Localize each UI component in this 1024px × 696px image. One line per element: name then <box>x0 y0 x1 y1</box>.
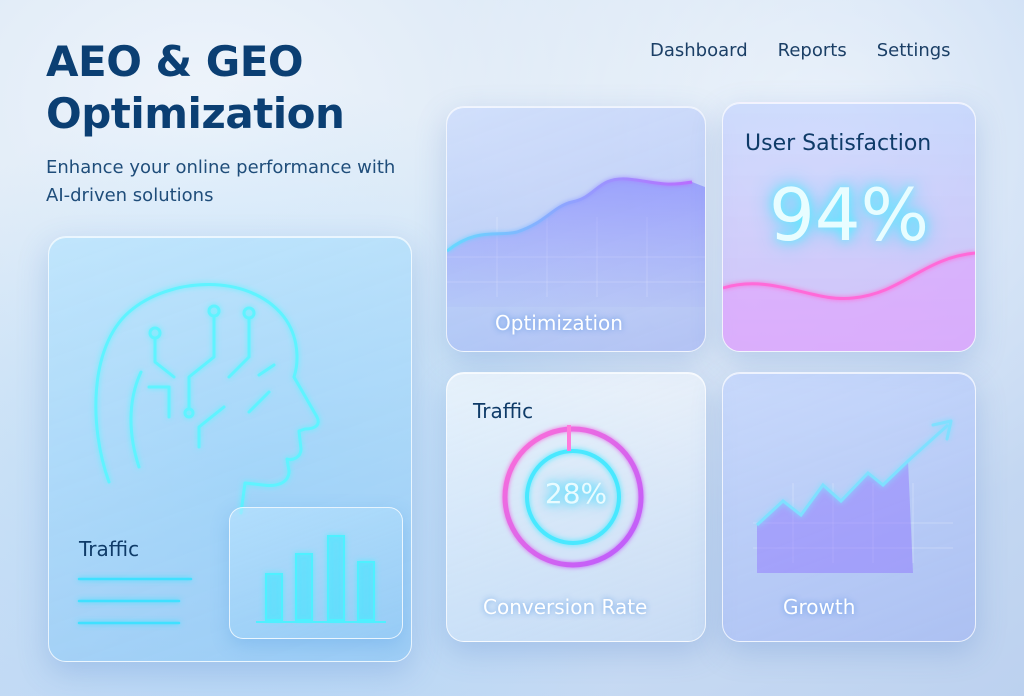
traffic-label: Traffic <box>79 537 140 561</box>
top-nav: Dashboard Reports Settings <box>650 40 951 61</box>
nav-reports[interactable]: Reports <box>777 40 847 61</box>
page-subtitle: Enhance your online performance with AI-… <box>46 157 396 206</box>
nav-dashboard[interactable]: Dashboard <box>650 40 748 61</box>
optimization-label: Optimization <box>495 311 623 335</box>
trend-up-arrow-icon <box>931 419 953 441</box>
conversion-traffic-label: Traffic <box>473 399 534 423</box>
satisfaction-wave-icon <box>723 251 975 351</box>
mini-bar-chart-card <box>229 507 403 639</box>
donut-inner-ring <box>525 449 621 545</box>
user-satisfaction-label: User Satisfaction <box>745 131 932 156</box>
ai-traffic-card[interactable]: Traffic <box>48 236 412 662</box>
ai-head-icon <box>77 283 320 625</box>
user-satisfaction-value: 94% <box>768 173 930 257</box>
donut-ring <box>502 426 644 568</box>
user-satisfaction-card[interactable]: User Satisfaction 94% <box>722 102 976 352</box>
conversion-rate-value: 28% <box>544 477 608 510</box>
optimization-line-chart-icon <box>447 177 705 307</box>
conversion-rate-card[interactable]: Traffic 28% Conversion Rate <box>446 372 706 642</box>
nav-settings[interactable]: Settings <box>876 40 951 61</box>
donut-chart <box>502 425 644 568</box>
growth-label: Growth <box>783 595 856 619</box>
bar-chart-icon <box>256 535 386 623</box>
optimization-card[interactable]: Optimization <box>446 106 706 352</box>
growth-card[interactable]: Growth <box>722 372 976 642</box>
page-title: AEO & GEO Optimization <box>46 37 345 138</box>
growth-trend-icon <box>753 419 953 573</box>
conversion-rate-label: Conversion Rate <box>483 595 648 619</box>
